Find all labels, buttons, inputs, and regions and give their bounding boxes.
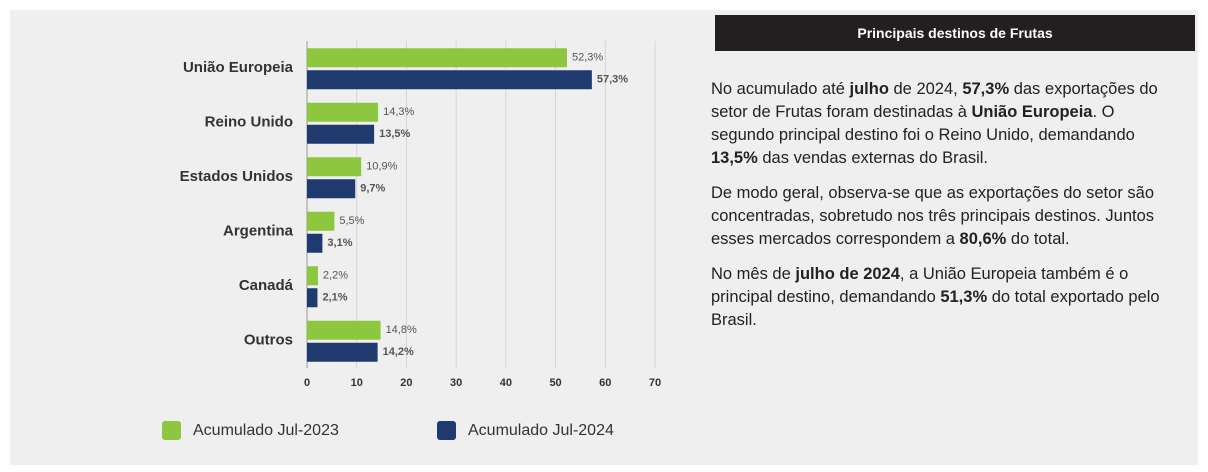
text-run: No acumulado até: [711, 80, 850, 98]
value-label: 14,2%: [383, 346, 414, 358]
text-run: 57,3%: [962, 80, 1010, 98]
value-label: 14,3%: [383, 106, 414, 118]
panel-title: Principais destinos de Frutas: [715, 15, 1195, 51]
x-tick-label: 30: [450, 377, 462, 389]
value-label: 13,5%: [379, 128, 410, 140]
bar: [307, 102, 379, 122]
text-run: , a União Europeia também é o principal …: [711, 265, 1129, 306]
chart: 0 10 20 30 40 50 60 70 União Europeia Reino Unido…: [162, 41, 661, 440]
text-run: De modo geral, observa-se que as exporta…: [711, 184, 1155, 248]
text-run: 51,3%: [940, 288, 988, 306]
legend-label: Acumulado Jul-2023: [193, 422, 339, 439]
legend-swatch: [437, 421, 456, 440]
x-tick-label: 10: [351, 377, 363, 389]
paragraph: No mês de julho de 2024, a União Europei…: [711, 263, 1181, 332]
y-tick-label: União Europeia: [183, 59, 294, 76]
value-label: 2,2%: [323, 270, 348, 282]
bar: [307, 233, 323, 253]
bar: [307, 342, 378, 362]
bar: [307, 266, 318, 286]
value-label: 52,3%: [572, 52, 603, 64]
text-run: das exportações do setor de Frutas foram…: [711, 80, 1158, 121]
bar: [307, 320, 381, 340]
bar: [307, 157, 362, 177]
bar: [307, 288, 318, 308]
y-tick-label: Reino Unido: [205, 114, 293, 131]
bar: [307, 179, 356, 199]
bar: [307, 70, 592, 90]
text-run: 13,5%: [711, 149, 758, 167]
text-run: União Europeia: [971, 103, 1093, 121]
legend-label: Acumulado Jul-2024: [468, 422, 614, 439]
text-run: do total exportado pelo Brasil.: [711, 288, 1160, 329]
bar: [307, 124, 375, 144]
value-label: 14,8%: [386, 324, 417, 336]
x-tick-label: 0: [304, 377, 310, 389]
x-tick-label: 40: [500, 377, 512, 389]
x-tick-label: 60: [599, 377, 611, 389]
x-tick-label: 50: [549, 377, 561, 389]
y-tick-label: Estados Unidos: [180, 168, 293, 185]
text-run: No mês de: [711, 265, 796, 283]
panel-text: No acumulado até julho de 2024, 57,3% da…: [711, 78, 1181, 344]
paragraph: De modo geral, observa-se que as exporta…: [711, 182, 1181, 251]
legend-swatch: [162, 421, 181, 440]
bar: [307, 211, 335, 231]
value-label: 57,3%: [597, 74, 628, 86]
value-label: 3,1%: [327, 237, 352, 249]
x-tick-label: 70: [649, 377, 661, 389]
text-run: julho de 2024: [795, 265, 900, 283]
value-label: 2,1%: [322, 292, 347, 304]
text-run: do total.: [1006, 230, 1070, 248]
y-tick-label: Outros: [244, 332, 293, 349]
text-run: das vendas externas do Brasil.: [757, 149, 989, 167]
bar: [307, 48, 568, 68]
value-label: 5,5%: [339, 215, 364, 227]
x-tick-label: 20: [400, 377, 412, 389]
text-run: julho: [849, 80, 889, 98]
background: [10, 10, 1198, 465]
text-run: . O segundo principal destino foi o Rein…: [711, 103, 1135, 144]
value-label: 10,9%: [366, 161, 397, 173]
y-tick-label: Canadá: [239, 277, 294, 294]
paragraph: No acumulado até julho de 2024, 57,3% da…: [711, 78, 1181, 170]
text-run: 80,6%: [959, 230, 1007, 248]
y-tick-label: Argentina: [223, 223, 294, 240]
text-run: de 2024,: [888, 80, 963, 98]
value-label: 9,7%: [360, 183, 385, 195]
